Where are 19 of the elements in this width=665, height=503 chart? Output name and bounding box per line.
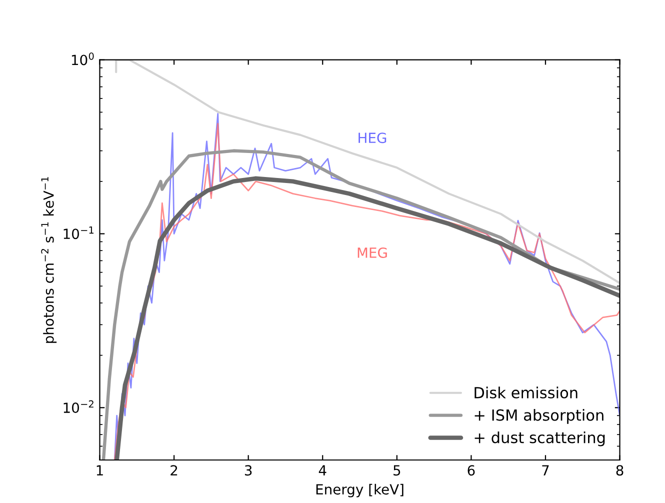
x-tick-label: 7 — [542, 465, 549, 476]
legend-label: + dust scattering — [474, 431, 605, 446]
legend-label: + ISM absorption — [474, 409, 604, 424]
x-tick-label: 5 — [394, 465, 400, 476]
legend-label: Disk emission — [474, 386, 578, 398]
annotation: MEG — [358, 247, 387, 258]
x-tick-label: 3 — [244, 465, 252, 476]
x-axis-title: Energy [keV] — [316, 484, 404, 498]
annotation: HEG — [358, 132, 386, 144]
y-tick-label: 10$^{0}$ — [72, 52, 94, 66]
y-tick-label: 10$^{−1}$ — [64, 226, 94, 240]
x-tick-label: 8 — [616, 465, 624, 476]
line-series — [115, 60, 620, 284]
x-tick-label: 2 — [170, 465, 178, 476]
y-axis-title: photons cm$^{−2}$ s$^{−1}$ keV$^{−1}$ — [41, 177, 57, 343]
x-tick-label: 1 — [96, 465, 103, 476]
y-tick-label: 10$^{−2}$ — [64, 400, 94, 414]
x-tick-label: 4 — [318, 465, 326, 476]
x-tick-label: 6 — [468, 465, 475, 476]
